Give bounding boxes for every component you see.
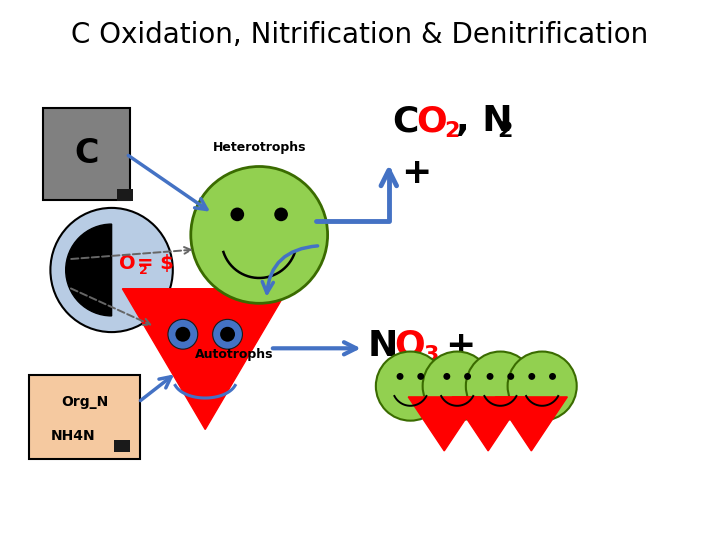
Circle shape <box>466 352 535 421</box>
Text: = $: = $ <box>138 254 174 273</box>
Bar <box>29 375 140 459</box>
Text: +: + <box>445 329 475 362</box>
Circle shape <box>487 373 493 380</box>
Text: C: C <box>392 105 419 138</box>
Polygon shape <box>452 397 524 451</box>
Text: +: + <box>401 156 431 190</box>
Circle shape <box>397 373 403 380</box>
Circle shape <box>274 207 288 221</box>
Circle shape <box>528 373 535 380</box>
Circle shape <box>549 373 556 380</box>
Text: O: O <box>119 254 135 273</box>
Bar <box>117 189 133 201</box>
Polygon shape <box>495 397 567 451</box>
Text: 2: 2 <box>444 121 459 141</box>
Bar <box>114 440 130 452</box>
Text: O: O <box>416 105 447 138</box>
Ellipse shape <box>50 208 173 332</box>
Text: Autotrophs: Autotrophs <box>195 348 274 361</box>
Text: , N: , N <box>456 105 513 138</box>
Circle shape <box>220 327 235 342</box>
Circle shape <box>230 207 244 221</box>
Text: Org_N: Org_N <box>61 395 108 409</box>
Circle shape <box>508 373 514 380</box>
Circle shape <box>423 352 492 421</box>
Circle shape <box>376 352 445 421</box>
Circle shape <box>508 352 577 421</box>
Text: C: C <box>74 137 99 171</box>
Circle shape <box>168 319 198 349</box>
Polygon shape <box>408 397 480 451</box>
Text: 2: 2 <box>139 264 148 276</box>
Polygon shape <box>122 289 288 429</box>
Circle shape <box>212 319 243 349</box>
Text: 3: 3 <box>423 345 438 366</box>
Bar <box>43 108 130 200</box>
Circle shape <box>418 373 424 380</box>
Text: 2: 2 <box>497 121 512 141</box>
Circle shape <box>444 373 450 380</box>
Circle shape <box>464 373 471 380</box>
Circle shape <box>191 166 328 303</box>
Text: O: O <box>395 329 426 362</box>
Wedge shape <box>66 224 112 316</box>
Text: C Oxidation, Nitrification & Denitrification: C Oxidation, Nitrification & Denitrifica… <box>71 21 649 49</box>
Text: N: N <box>367 329 397 362</box>
Text: NH4N: NH4N <box>51 429 96 443</box>
Circle shape <box>176 327 190 342</box>
Text: Heterotrophs: Heterotrophs <box>212 141 306 154</box>
